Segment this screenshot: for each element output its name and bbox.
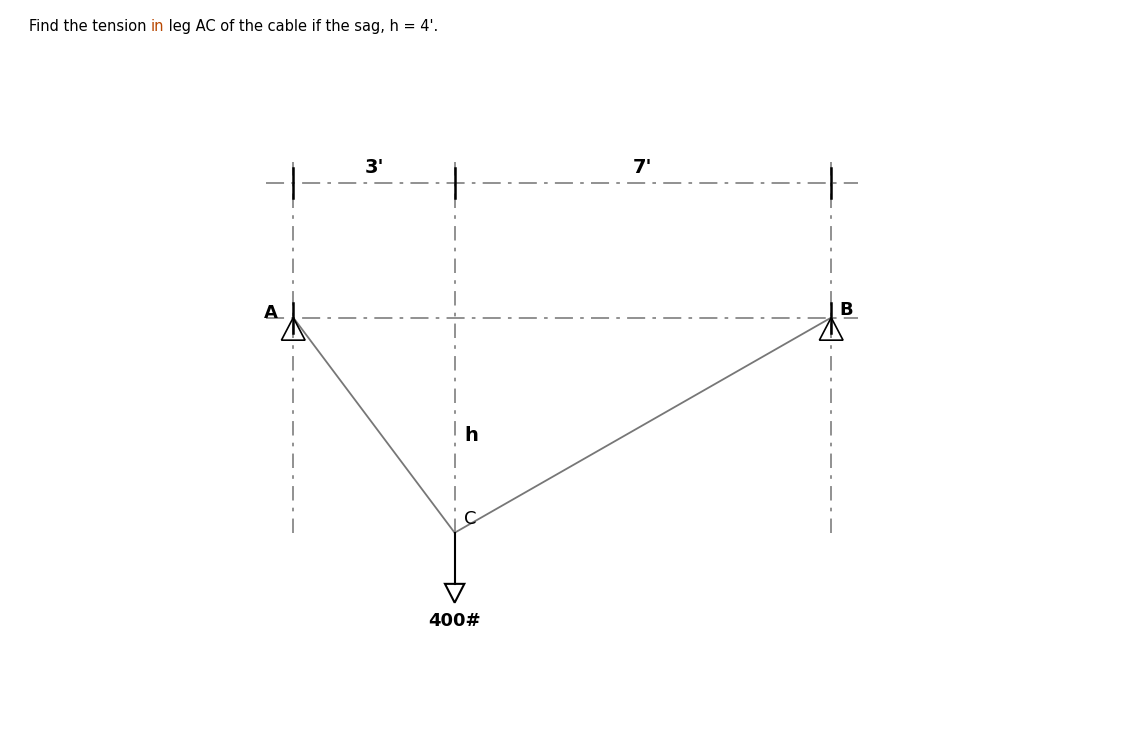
Text: A: A [265, 304, 278, 322]
Text: in: in [151, 19, 164, 33]
Text: Find the tension: Find the tension [29, 19, 151, 33]
Text: B: B [839, 301, 853, 318]
Text: 7': 7' [634, 157, 653, 177]
Text: h: h [464, 427, 478, 445]
Text: leg AC of the cable if the sag, h = 4'.: leg AC of the cable if the sag, h = 4'. [164, 19, 439, 33]
Text: C: C [464, 510, 477, 528]
Text: 400#: 400# [429, 612, 481, 631]
Text: 3': 3' [364, 157, 384, 177]
